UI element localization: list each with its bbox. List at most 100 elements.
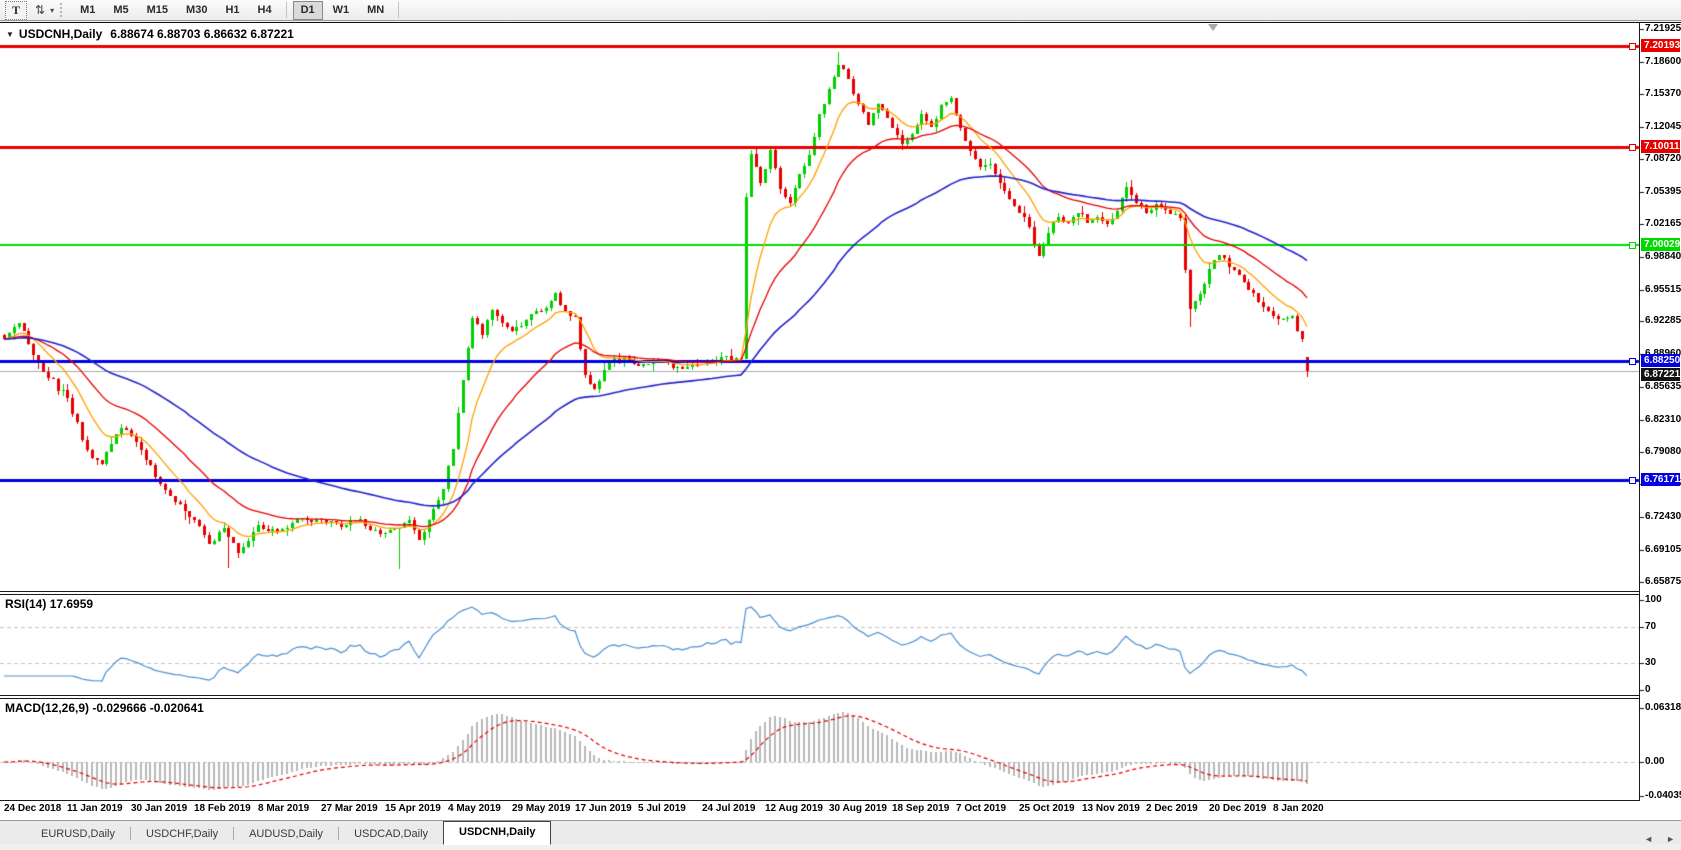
main-rsi-separator[interactable] [0,591,1639,595]
tab-separator [338,827,340,840]
toolbar-grip [60,3,65,17]
date-axis-label: 11 Jan 2019 [67,803,123,814]
price-axis-label: 6.79080 [1645,446,1681,457]
timeframe-button-mn[interactable]: MN [367,3,385,16]
swap-arrows-button[interactable]: ⇅ [33,2,47,19]
toolbar-separator [285,2,287,18]
level-line-handle[interactable] [1629,477,1636,484]
collapse-arrow-icon[interactable]: ▼ [6,29,14,39]
rsi-axis-label: 30 [1645,657,1657,668]
price-axis-label: 7.21925 [1645,23,1681,34]
level-line-handle[interactable] [1629,144,1636,151]
swap-arrows-icon: ⇅ [35,3,46,17]
timeframe-button-h1[interactable]: H1 [225,3,240,16]
date-axis-label: 30 Jan 2019 [131,803,188,814]
timeframe-button-m15[interactable]: M15 [146,3,169,16]
chart-shift-marker[interactable] [1208,24,1218,31]
date-axis-label: 25 Oct 2019 [1019,803,1075,814]
date-axis-label: 15 Apr 2019 [385,803,441,814]
timeframe-button-m1[interactable]: M1 [80,3,96,16]
price-axis-label: 6.65875 [1645,576,1681,587]
rsi-axis-label: 70 [1645,621,1657,632]
date-axis-label: 7 Oct 2019 [956,803,1007,814]
tab-scroll-controls: ◄ ► [1644,834,1675,844]
rsi-panel[interactable] [0,596,1639,695]
dropdown-caret-icon[interactable]: ▾ [50,5,55,15]
price-axis-label: 6.72430 [1645,511,1681,522]
chart-tab-audusd[interactable]: AUDUSD,Daily [249,828,324,840]
date-axis-label: 18 Sep 2019 [892,803,950,814]
macd-axis-label: -0.040355 [1645,790,1681,801]
date-axis-label: 27 Mar 2019 [321,803,378,814]
macd-label: MACD(12,26,9) -0.029666 -0.020641 [5,701,204,715]
price-axis-label: 6.95515 [1645,284,1681,295]
price-level-tag: 6.76171 [1641,473,1680,486]
chart-tab-usdcad[interactable]: USDCAD,Daily [354,828,429,840]
date-axis-label: 18 Feb 2019 [194,803,251,814]
price-axis-label: 6.69105 [1645,544,1681,555]
toolbar-separator [398,2,400,18]
date-axis-label: 12 Aug 2019 [765,803,823,814]
price-axis-label: 6.98840 [1645,251,1681,262]
macd-axis-label: 0.063184 [1645,702,1681,713]
main-chart-panel[interactable] [0,23,1639,591]
date-axis-label: 20 Dec 2019 [1209,803,1267,814]
tab-separator [129,827,131,840]
timeframe-group: M1 M5 M15 M30 H1 H4 D1 W1 MN [71,0,393,20]
price-axis-label: 7.08720 [1645,153,1681,164]
timeframe-button-h4[interactable]: H4 [257,3,272,16]
rsi-label: RSI(14) 17.6959 [5,597,94,611]
price-axis-line [1639,22,1640,801]
price-level-tag: 6.88250 [1641,354,1680,367]
chart-ohlc-values: 6.88674 6.88703 6.86632 6.87221 [110,27,294,41]
chart-tab-eurusd[interactable]: EURUSD,Daily [41,828,115,840]
level-line-handle[interactable] [1629,242,1636,249]
top-toolbar: T ⇅ ▾ M1 M5 M15 M30 H1 H4 D1 W1 MN [0,0,1681,21]
rsi-axis-label: 100 [1645,594,1662,605]
price-axis-label: 7.12045 [1645,121,1681,132]
level-line-handle[interactable] [1629,43,1636,50]
price-axis-label: 6.92285 [1645,315,1681,326]
date-axis-label: 29 May 2019 [512,803,571,814]
date-axis-label: 13 Nov 2019 [1082,803,1140,814]
chart-tab-usdchf[interactable]: USDCHF,Daily [145,828,219,840]
date-axis-label: 8 Jan 2020 [1273,803,1324,814]
macd-bottom-border [0,800,1639,801]
timeframe-button-m5[interactable]: M5 [113,3,129,16]
level-line-handle[interactable] [1629,358,1636,365]
price-axis-label: 6.88960 [1645,348,1681,360]
chart-top-border [0,22,1681,23]
date-axis-label: 24 Dec 2018 [4,803,62,814]
chart-tab-usdcnh[interactable]: USDCNH,Daily [443,821,552,845]
timeframe-button-m30[interactable]: M30 [186,3,208,16]
date-axis-label: 2 Dec 2019 [1146,803,1198,814]
tab-separator [233,827,235,840]
price-axis-label: 6.82310 [1645,414,1681,425]
chart-title: ▼ USDCNH,Daily 6.88674 6.88703 6.86632 6… [6,27,294,41]
tab-scroll-left-icon[interactable]: ◄ [1644,834,1654,844]
rsi-value: 17.6959 [49,597,94,611]
price-axis-label: 7.15370 [1645,88,1681,99]
rsi-macd-separator[interactable] [0,695,1639,699]
date-axis-label: 30 Aug 2019 [829,803,887,814]
chart-tab-bar: EURUSD,Daily USDCHF,Daily AUDUSD,Daily USDC… [0,820,1681,845]
timeframe-button-d1[interactable]: D1 [292,0,323,20]
date-axis-label: 24 Jul 2019 [702,803,756,814]
timeframe-button-w1[interactable]: W1 [332,3,350,16]
text-tool-button[interactable]: T [5,0,27,20]
price-axis-label: 7.02165 [1645,218,1681,229]
date-axis-label: 4 May 2019 [448,803,501,814]
price-axis-label: 7.05395 [1645,186,1681,197]
tab-scroll-right-icon[interactable]: ► [1666,834,1675,844]
price-level-tag: 7.10011 [1641,140,1680,153]
chart-symbol-label: USDCNH,Daily [18,27,103,41]
macd-panel[interactable] [0,700,1639,800]
current-price-tag: 6.87221 [1641,368,1680,381]
date-axis-label: 17 Jun 2019 [575,803,632,814]
rsi-axis-label: 0 [1645,684,1651,695]
price-level-tag: 7.00029 [1641,238,1680,251]
price-axis-label: 6.85635 [1645,381,1681,392]
date-axis-label: 5 Jul 2019 [638,803,686,814]
macd-axis-label: 0.00 [1645,756,1665,767]
